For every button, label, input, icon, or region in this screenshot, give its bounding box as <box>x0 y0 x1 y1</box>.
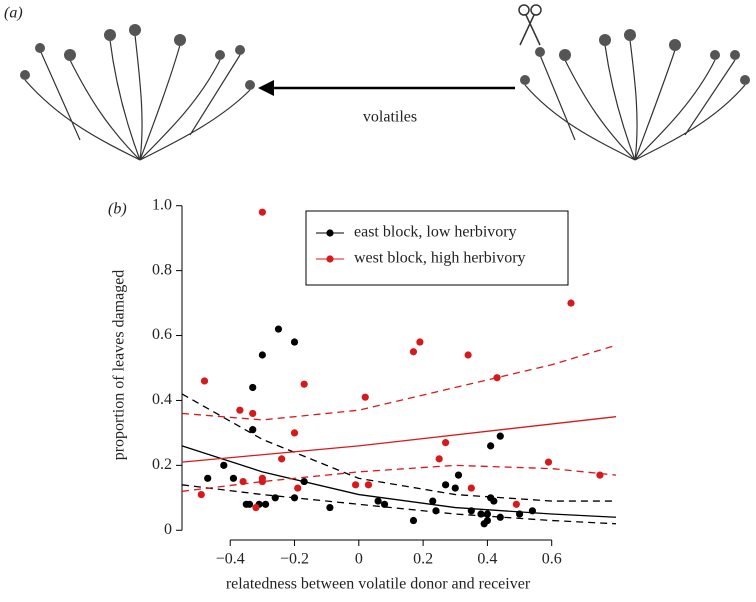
plant-receiver <box>20 24 255 161</box>
point <box>477 510 485 518</box>
point <box>467 484 475 492</box>
x-axis-label: relatedness between volatile donor and r… <box>226 576 531 593</box>
fit-line <box>181 445 617 518</box>
point <box>258 208 266 216</box>
point <box>258 351 266 359</box>
scissors-icon <box>518 4 542 46</box>
y-axis-label: proportion of leaves damaged <box>111 270 128 461</box>
point <box>239 477 247 486</box>
point <box>380 500 389 508</box>
x-tick-label: 0.6 <box>542 551 562 568</box>
point <box>204 474 212 482</box>
point <box>361 393 369 401</box>
fit-line <box>181 393 616 502</box>
point <box>483 516 492 525</box>
panel-label: (b) <box>108 201 127 218</box>
point <box>432 507 440 515</box>
legend-box <box>305 210 569 286</box>
point <box>493 374 501 382</box>
point <box>236 406 244 414</box>
point <box>442 481 450 489</box>
point <box>496 432 504 440</box>
x-tick-label: −0.2 <box>280 551 309 568</box>
point <box>229 474 238 482</box>
y-tick-label: 1.0 <box>152 196 172 213</box>
point <box>249 409 257 418</box>
point <box>429 497 437 505</box>
arrow <box>258 80 515 96</box>
point <box>515 510 524 518</box>
plant-donor <box>520 29 750 161</box>
point <box>496 513 504 521</box>
point <box>258 474 266 482</box>
point <box>364 481 373 489</box>
fit-line <box>181 464 617 492</box>
point <box>467 507 475 515</box>
point <box>300 380 308 388</box>
y-tick-label: 0.2 <box>152 456 172 473</box>
point <box>252 503 260 512</box>
point <box>261 500 270 508</box>
y-tick-label: 0.6 <box>152 326 172 343</box>
point <box>416 338 424 346</box>
y-tick-label: 0.4 <box>152 391 172 408</box>
point <box>290 429 299 437</box>
point <box>249 426 257 434</box>
point <box>464 351 472 359</box>
point <box>274 325 283 333</box>
point <box>528 507 537 515</box>
point <box>544 458 553 466</box>
point <box>200 377 209 385</box>
fit-line <box>181 344 617 421</box>
y-tick-label: 0 <box>164 521 172 538</box>
point <box>352 481 360 489</box>
x-tick-label: 0.4 <box>477 551 497 568</box>
point <box>435 455 443 463</box>
legend-marker <box>326 229 334 237</box>
point <box>451 484 459 492</box>
point <box>220 461 228 469</box>
point <box>483 510 492 518</box>
point <box>487 442 495 450</box>
legend-label: west block, high herbivory <box>354 250 526 267</box>
point <box>245 500 254 508</box>
point <box>300 477 308 486</box>
point <box>278 455 286 463</box>
arrow-label: volatiles <box>363 109 417 126</box>
point <box>454 471 463 479</box>
point <box>271 494 279 502</box>
point <box>490 497 498 505</box>
fit-line <box>181 416 617 463</box>
point <box>294 484 302 492</box>
point <box>409 516 418 525</box>
point <box>290 494 299 502</box>
point <box>512 500 520 508</box>
point <box>374 497 382 505</box>
x-tick-label: 0.2 <box>413 551 433 568</box>
point <box>290 338 299 346</box>
legend-marker <box>326 255 334 263</box>
point <box>197 490 205 499</box>
point <box>567 299 575 307</box>
x-tick-label: −0.4 <box>216 551 245 568</box>
point <box>409 348 418 356</box>
point <box>596 471 604 479</box>
panel-label: (a) <box>4 5 23 22</box>
legend-label: east block, low herbivory <box>354 224 517 241</box>
x-tick-label: 0 <box>355 551 363 568</box>
point <box>249 383 257 392</box>
y-tick-label: 0.8 <box>152 261 172 278</box>
point <box>442 439 450 447</box>
point <box>326 503 334 512</box>
